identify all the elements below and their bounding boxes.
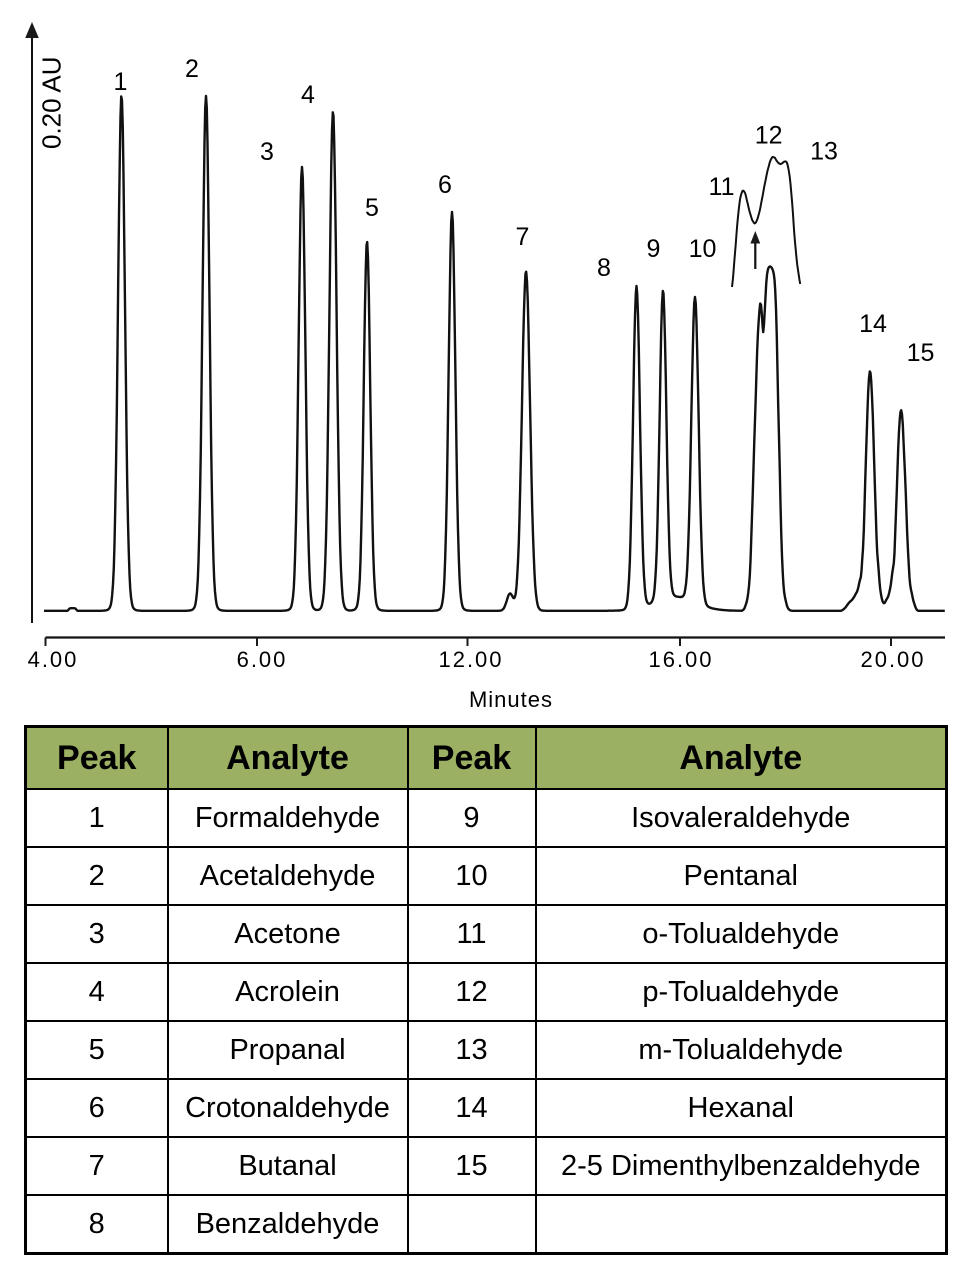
svg-text:13: 13 (810, 138, 838, 166)
svg-text:12: 12 (755, 122, 783, 150)
svg-text:1: 1 (114, 68, 128, 96)
svg-text:9: 9 (647, 235, 661, 263)
svg-text:6: 6 (438, 171, 452, 199)
svg-text:4.00: 4.00 (28, 647, 79, 672)
svg-text:5: 5 (365, 194, 379, 222)
svg-text:12.00: 12.00 (438, 647, 503, 672)
svg-text:20.00: 20.00 (860, 647, 925, 672)
svg-text:11: 11 (709, 173, 735, 201)
svg-text:6.00: 6.00 (237, 647, 288, 672)
svg-text:7: 7 (516, 223, 530, 251)
svg-text:10: 10 (689, 235, 717, 263)
svg-text:4: 4 (301, 81, 315, 109)
svg-text:0.20 AU: 0.20 AU (37, 56, 67, 149)
svg-text:14: 14 (859, 310, 887, 338)
svg-text:8: 8 (597, 254, 611, 282)
svg-text:3: 3 (260, 138, 274, 166)
svg-text:15: 15 (907, 339, 935, 367)
svg-text:Minutes: Minutes (469, 687, 553, 712)
svg-text:2: 2 (185, 55, 199, 83)
svg-text:16.00: 16.00 (648, 647, 713, 672)
